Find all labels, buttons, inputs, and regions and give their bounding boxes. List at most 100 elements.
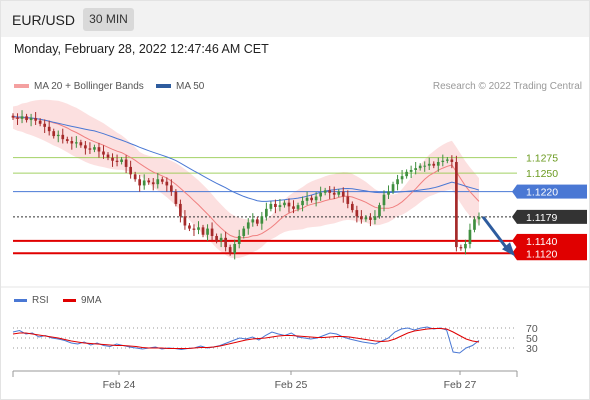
candle-body [197,227,200,230]
candle-body [61,134,65,140]
candle-body [142,180,146,186]
candle-body [188,225,191,229]
candle-body [391,184,395,192]
candle-body [464,244,467,249]
ma50-line [12,115,480,202]
rsi-tick-label: 50 [526,333,538,345]
legend-swatch [14,298,27,302]
candle-body [323,190,327,193]
copyright-text: Research © 2022 Trading Central [432,81,582,92]
level-label-bg [517,246,587,261]
candle-body [151,182,155,185]
legend-swatch [63,298,76,302]
legend-swatch [14,84,29,89]
candle-body [97,147,101,152]
forecast-arrow [481,215,511,253]
legend-label: MA 20 + Bollinger Bands [34,81,144,92]
level-label-arrow [512,184,517,199]
candle-body [106,154,110,158]
rsi-line [12,326,480,354]
candle-body [441,160,445,162]
candle-body [260,216,264,224]
candle-body [414,168,418,170]
candle-body [373,216,377,220]
candle-body [102,151,105,155]
candle-body [192,228,196,230]
candle-body [74,142,78,144]
candle-body [274,203,277,207]
level-label: 1.1120 [526,248,557,260]
legend-swatch [156,84,171,89]
ma20-line [12,117,480,239]
candle-body [70,141,74,144]
candle-body [328,190,332,193]
candle-body [296,205,300,209]
level-label: 1.1250 [526,168,558,180]
timeframe-button[interactable]: 30 MIN [83,8,134,31]
candle-body [360,216,363,220]
candle-body [201,227,205,235]
rsi-tick-label: 30 [526,343,538,355]
symbol-title: EUR/USD [12,12,76,28]
candle-body [423,165,427,167]
candle-body [147,180,151,183]
candle-body [25,116,28,121]
bollinger-band [13,99,479,259]
candle-body [310,197,313,201]
candle-body [459,247,463,249]
candle-body [111,157,114,161]
candle-body [228,247,232,254]
candle-body [350,203,354,211]
candle-body [255,219,259,224]
candle-body [396,179,399,185]
candle-body [43,123,47,127]
candle-body [93,147,96,150]
candle-body [436,161,440,166]
candle-body [445,159,449,161]
candle-body [56,134,60,137]
candle-body [20,116,24,119]
candle-body [219,237,223,241]
candle-body [387,191,390,195]
candle-body [337,191,341,195]
candle-body [88,148,92,150]
candle-body [11,115,15,118]
candle-body [355,210,359,217]
candle-body [287,202,291,207]
timestamp: Monday, February 28, 2022 12:47:46 AM CE… [14,42,269,56]
candle-body [170,185,173,192]
level-label-bg [517,184,587,199]
candle-body [120,159,123,162]
x-tick-label: Feb 27 [444,379,477,391]
candle-body [265,208,268,217]
level-label-arrow [512,209,517,224]
candle-body [278,205,282,207]
candle-body [242,228,246,236]
candle-body [369,217,372,220]
candle-body [183,216,187,226]
candle-body [301,200,304,206]
x-tick-label: Feb 24 [103,379,136,391]
candle-body [84,145,87,149]
candle-body [29,118,33,121]
candle-body [174,191,178,204]
candle-body [224,237,227,248]
candle-body [405,171,408,177]
candle-body [314,196,318,201]
candle-body [341,191,345,197]
candle-body [179,203,182,217]
candle-body [79,142,83,146]
forecast-arrowhead [502,242,515,257]
legend-ma20-bollinger: MA 20 + Bollinger Bands [14,81,144,92]
candle-body [210,228,214,236]
candle-body [246,222,250,229]
candle-body [237,235,241,244]
candle-body [124,159,128,167]
candle-body [165,181,169,186]
candle-body [450,159,454,162]
candle-body [34,118,37,121]
candle-body [455,161,458,248]
legend-rsi: RSI [14,295,49,306]
